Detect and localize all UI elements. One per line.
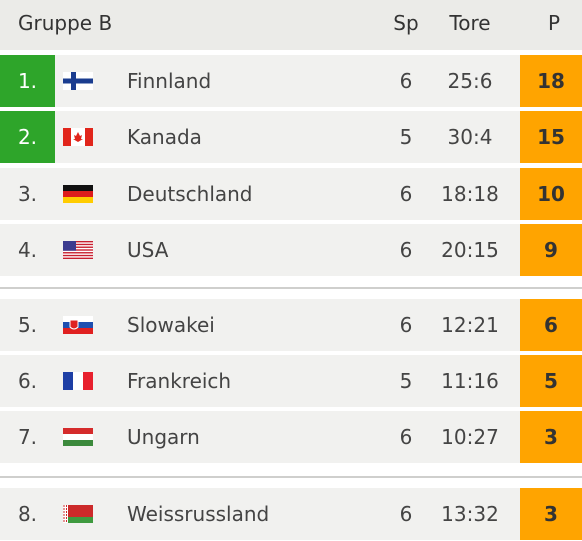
goals: 25:6: [447, 69, 493, 93]
points: 10: [520, 168, 582, 220]
points: 18: [520, 55, 582, 107]
column-header: Tore: [449, 11, 491, 35]
flag: [63, 428, 93, 446]
games-played: 6: [399, 425, 413, 449]
table-row: 5. Slowakei 6 12:21 6: [0, 299, 582, 351]
team-name: Slowakei: [127, 313, 215, 337]
goals: 20:15: [441, 238, 499, 262]
table-row: 4. USA 6 20:15 9: [0, 224, 582, 276]
group-separator: [0, 476, 582, 478]
flag: [63, 241, 93, 259]
rank: 2.: [0, 111, 55, 163]
flag: [63, 372, 93, 390]
goals: 13:32: [441, 502, 499, 526]
flag: [63, 128, 93, 146]
table-row: 3. Deutschland 6 18:18 10: [0, 168, 582, 220]
group-title: Gruppe B: [18, 11, 113, 35]
team-name: Kanada: [127, 125, 202, 149]
table-row: 6. Frankreich 5 11:16 5: [0, 355, 582, 407]
rank: 7.: [17, 425, 38, 449]
goals: 12:21: [441, 313, 499, 337]
rank: 3.: [17, 182, 38, 206]
goals: 30:4: [447, 125, 493, 149]
points: 9: [520, 224, 582, 276]
column-header: P: [548, 11, 561, 35]
team-name: Finnland: [127, 69, 212, 93]
goals: 10:27: [441, 425, 499, 449]
games-played: 6: [399, 182, 413, 206]
rank: 5.: [17, 313, 38, 337]
table-header: Gruppe B Sp Tore P: [0, 0, 582, 50]
goals: 11:16: [441, 369, 499, 393]
games-played: 6: [399, 502, 413, 526]
rank: 6.: [17, 369, 38, 393]
points: 15: [520, 111, 582, 163]
games-played: 5: [399, 125, 413, 149]
rank: 4.: [17, 238, 38, 262]
flag: [63, 505, 93, 523]
flag: [63, 316, 93, 334]
table-row: 8. Weissrussland 6 13:32 3: [0, 488, 582, 540]
points: 6: [520, 299, 582, 351]
goals: 18:18: [441, 182, 499, 206]
team-name: Weissrussland: [127, 502, 270, 526]
games-played: 6: [399, 238, 413, 262]
flag: [63, 185, 93, 203]
group-separator: [0, 287, 582, 289]
team-name: USA: [127, 238, 169, 262]
team-name: Ungarn: [127, 425, 200, 449]
games-played: 6: [399, 313, 413, 337]
team-name: Deutschland: [127, 182, 253, 206]
table-row: 7. Ungarn 6 10:27 3: [0, 411, 582, 463]
team-name: Frankreich: [127, 369, 232, 393]
games-played: 6: [399, 69, 413, 93]
points: 5: [520, 355, 582, 407]
points: 3: [520, 411, 582, 463]
rank: 1.: [0, 55, 55, 107]
column-header: Sp: [393, 11, 419, 35]
table-row: 1. Finnland 6 25:6 18: [0, 55, 582, 107]
games-played: 5: [399, 369, 413, 393]
table-row: 2. Kanada 5 30:4 15: [0, 111, 582, 163]
points: 3: [520, 488, 582, 540]
rank: 8.: [17, 502, 38, 526]
flag: [63, 72, 93, 90]
